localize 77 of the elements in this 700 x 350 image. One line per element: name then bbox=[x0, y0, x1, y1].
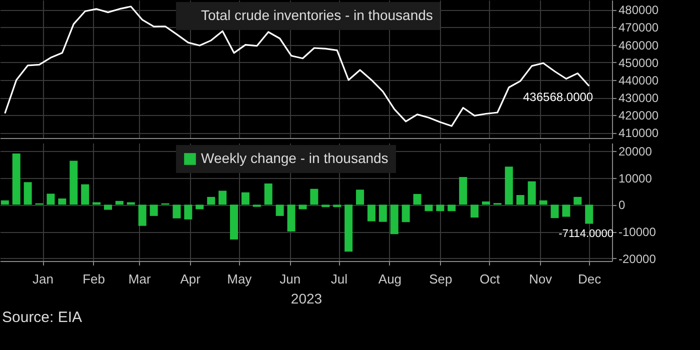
y-tick-label: 0 bbox=[618, 198, 626, 212]
bar bbox=[58, 198, 66, 205]
bar bbox=[150, 204, 158, 216]
y-tick-label: 460000 bbox=[618, 38, 659, 52]
x-tick-label: Dec bbox=[578, 272, 602, 286]
x-tick-label: Nov bbox=[528, 272, 553, 286]
x-tick-label: Aug bbox=[378, 272, 402, 286]
y-tick-label: 480000 bbox=[618, 3, 659, 18]
bar bbox=[184, 204, 192, 220]
y-tick-label: 430000 bbox=[618, 91, 659, 106]
legend-label: Weekly change - in thousands bbox=[201, 150, 388, 166]
y-tick-label: 10000 bbox=[618, 171, 652, 186]
bar bbox=[70, 160, 78, 205]
x-tick-label: May bbox=[227, 272, 252, 286]
bar bbox=[516, 195, 524, 205]
source-note: Source: EIA bbox=[2, 309, 82, 326]
bar bbox=[344, 204, 353, 252]
bar bbox=[46, 194, 55, 205]
bar bbox=[482, 201, 490, 205]
bar bbox=[539, 200, 548, 205]
data-label: -7114.0000 bbox=[558, 228, 614, 240]
bar bbox=[207, 196, 216, 205]
bar bbox=[264, 183, 272, 205]
bar bbox=[424, 204, 433, 212]
y-tick-label: 470000 bbox=[618, 20, 659, 35]
x-tick-label: Jun bbox=[280, 272, 301, 286]
y-tick-label: -10000 bbox=[618, 225, 656, 239]
bar bbox=[574, 196, 582, 205]
bar bbox=[287, 204, 296, 232]
y-tick-label: 440000 bbox=[618, 73, 659, 88]
bar bbox=[298, 204, 307, 210]
bar bbox=[241, 192, 250, 205]
y-tick-label: 420000 bbox=[618, 108, 659, 123]
bar bbox=[310, 188, 318, 205]
y-tick-label: 410000 bbox=[618, 126, 659, 140]
x-tick-label: Jul bbox=[330, 272, 348, 286]
bar bbox=[138, 204, 146, 226]
bar bbox=[218, 190, 227, 205]
bar bbox=[459, 177, 468, 205]
y-tick-label: 20000 bbox=[618, 144, 652, 159]
bar bbox=[115, 200, 124, 205]
bar bbox=[585, 204, 594, 224]
bar bbox=[196, 204, 204, 210]
y-tick-label: -20000 bbox=[618, 252, 656, 266]
bar bbox=[24, 182, 32, 205]
bar bbox=[367, 204, 376, 222]
bar bbox=[81, 184, 90, 205]
bar bbox=[172, 204, 181, 218]
bar bbox=[230, 204, 238, 240]
bar bbox=[470, 204, 479, 218]
data-label: 436568.0000 bbox=[523, 90, 594, 104]
bar bbox=[333, 204, 342, 208]
bar bbox=[390, 204, 398, 234]
bar bbox=[402, 204, 410, 222]
bar bbox=[504, 166, 513, 205]
bar bbox=[356, 190, 364, 205]
bar bbox=[436, 204, 444, 212]
bar bbox=[528, 181, 536, 205]
bar bbox=[550, 204, 559, 218]
bar bbox=[104, 204, 112, 210]
series-label: Total crude inventories - in thousands bbox=[201, 7, 433, 23]
bar bbox=[378, 204, 387, 222]
bar bbox=[12, 153, 20, 205]
x-tick-label: Mar bbox=[128, 272, 152, 286]
x-axis-title: 2023 bbox=[290, 290, 322, 306]
bar bbox=[448, 204, 456, 212]
bar bbox=[413, 194, 422, 205]
bar bbox=[562, 204, 570, 217]
bar bbox=[276, 204, 284, 216]
x-tick-label: Jan bbox=[32, 272, 54, 286]
x-tick-label: Oct bbox=[480, 272, 500, 286]
bar bbox=[322, 204, 330, 208]
x-tick-label: Sep bbox=[429, 272, 452, 286]
y-tick-label: 450000 bbox=[618, 56, 659, 70]
x-tick-label: Apr bbox=[180, 272, 202, 286]
bar bbox=[0, 200, 9, 205]
x-tick-label: Feb bbox=[82, 272, 105, 286]
